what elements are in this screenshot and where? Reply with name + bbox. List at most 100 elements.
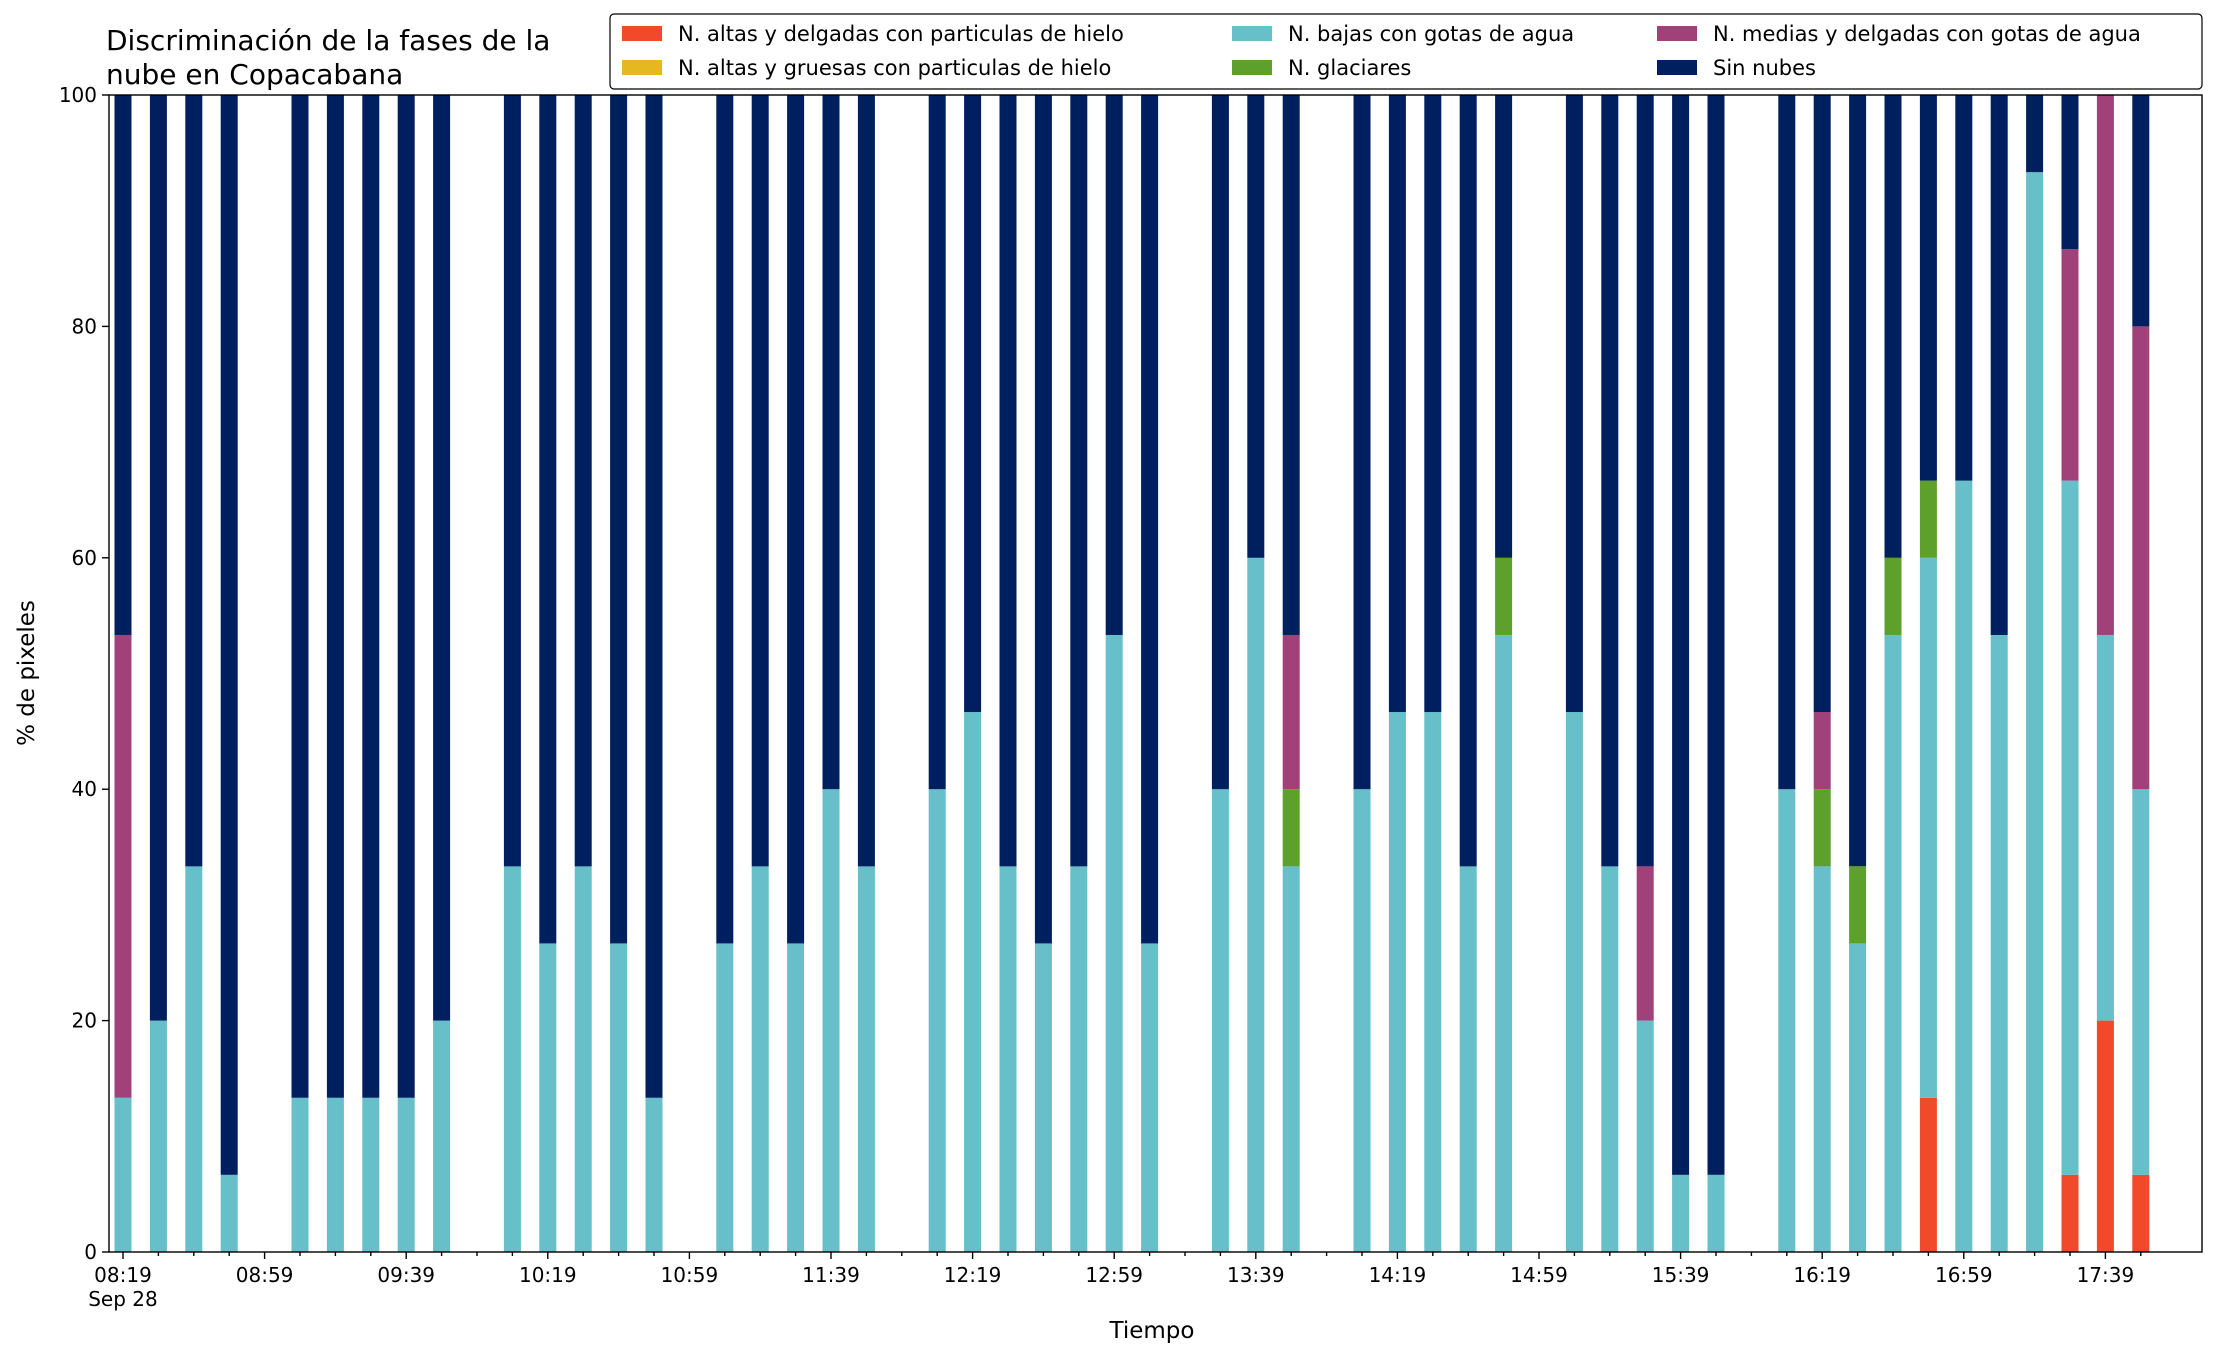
bar-segment (291, 1097, 309, 1252)
bar-segment (1636, 866, 1654, 1021)
x-tick-label: 14:59 (1510, 1263, 1568, 1287)
bar-segment (1459, 866, 1477, 1252)
x-tick-label: 14:19 (1369, 1263, 1427, 1287)
bar-segment (2026, 172, 2044, 1253)
legend-label: Sin nubes (1713, 56, 1816, 80)
bar-segment (114, 95, 132, 635)
bar-segment (928, 95, 946, 790)
bar-segment (1955, 480, 1973, 1252)
bar-segment (2132, 95, 2150, 327)
bar-segment (1778, 95, 1796, 790)
bar-segment (1919, 557, 1937, 1098)
bar-segment (539, 943, 557, 1252)
bar-segment (1601, 95, 1619, 867)
bar-segment (964, 95, 982, 713)
bar-segment (1388, 95, 1406, 713)
bar-segment (503, 866, 521, 1252)
bar-segment (2096, 634, 2114, 1021)
bar-segment (1034, 943, 1052, 1252)
bar-segment (114, 634, 132, 1098)
bar-segment (1672, 1174, 1690, 1252)
bar-segment (1282, 789, 1300, 867)
bar-segment (397, 1097, 415, 1252)
bar-segment (1955, 95, 1973, 481)
bar-segment (822, 789, 840, 1252)
bar-segment (1353, 95, 1371, 790)
bar-segment (1707, 95, 1725, 1175)
legend: N. altas y delgadas con particulas de hi… (609, 13, 2203, 90)
bar-segment (610, 943, 628, 1252)
legend-swatch (1657, 26, 1697, 41)
bar-segment (1636, 95, 1654, 867)
x-tick-label: 12:59 (1085, 1263, 1143, 1287)
y-axis-label: % de pixeles (14, 600, 40, 746)
bar-segment (2026, 95, 2044, 173)
bar-segment (2096, 95, 2114, 635)
bar-segment (397, 95, 415, 1098)
bar-segment (1459, 95, 1477, 867)
bar-segment (610, 95, 628, 944)
bar-segment (362, 1097, 380, 1252)
bar-segment (645, 95, 663, 1098)
bar-segment (1884, 557, 1902, 635)
x-tick-label: 13:39 (1227, 1263, 1285, 1287)
bar-segment (2061, 480, 2079, 1175)
bar-segment (1034, 95, 1052, 944)
x-tick-label: 15:39 (1652, 1263, 1710, 1287)
y-tick-label: 80 (72, 314, 97, 338)
bar-segment (1070, 95, 1088, 867)
bar-segment (2132, 1174, 2150, 1252)
bar-segment (1424, 712, 1442, 1252)
bar-segment (326, 1097, 344, 1252)
bar-segment (2096, 1020, 2114, 1252)
x-tick-label: 10:59 (661, 1263, 719, 1287)
bar-segment (1141, 95, 1159, 944)
bar-segment (1849, 94, 1867, 867)
bar-segment (999, 866, 1017, 1252)
x-date-label: Sep 28 (88, 1287, 158, 1311)
legend-label: N. glaciares (1288, 56, 1411, 80)
bar-segment (2061, 1174, 2079, 1252)
bar-segment (716, 943, 734, 1252)
bar-segment (2132, 789, 2150, 1175)
legend-swatch (1657, 60, 1697, 75)
bar-segment (2132, 326, 2150, 790)
bar-segment (1105, 95, 1123, 635)
bar-segment (1070, 866, 1088, 1252)
bar-segment (751, 866, 769, 1252)
bar-segment (1919, 1097, 1937, 1252)
bar-segment (1813, 712, 1831, 790)
bar-segment (574, 95, 592, 867)
bar-segment (1636, 1020, 1654, 1252)
bar-segment (149, 1020, 167, 1252)
bar-segment (1778, 789, 1796, 1252)
bar-segment (1495, 95, 1513, 558)
legend-swatch (622, 60, 662, 75)
bar-segment (574, 866, 592, 1252)
bar-segment (1424, 95, 1442, 713)
bar-segment (1919, 95, 1937, 481)
bar-segment (1849, 866, 1867, 944)
plot-frame (108, 94, 2203, 1253)
x-axis-label: Tiempo (1109, 1318, 1195, 1344)
x-tick-label: 12:19 (944, 1263, 1002, 1287)
bar-segment (857, 95, 875, 867)
bar-segment (114, 1097, 132, 1252)
y-tick-label: 100 (59, 83, 97, 107)
legend-swatch (622, 26, 662, 41)
bar-segment (1849, 943, 1867, 1252)
legend-label: N. altas y delgadas con particulas de hi… (678, 22, 1124, 46)
bar-segment (2061, 249, 2079, 481)
bar-segment (291, 95, 309, 1098)
bar-segment (433, 1020, 451, 1252)
legend-swatch (1232, 26, 1272, 41)
x-tick-label: 10:19 (519, 1263, 577, 1287)
bar-segment (185, 866, 203, 1252)
bar-segment (539, 95, 557, 944)
bar-segment (928, 789, 946, 1252)
bar-segment (149, 95, 167, 1021)
bar-segment (220, 95, 238, 1175)
chart-title: Discriminación de la fases de la nube en… (106, 24, 551, 91)
